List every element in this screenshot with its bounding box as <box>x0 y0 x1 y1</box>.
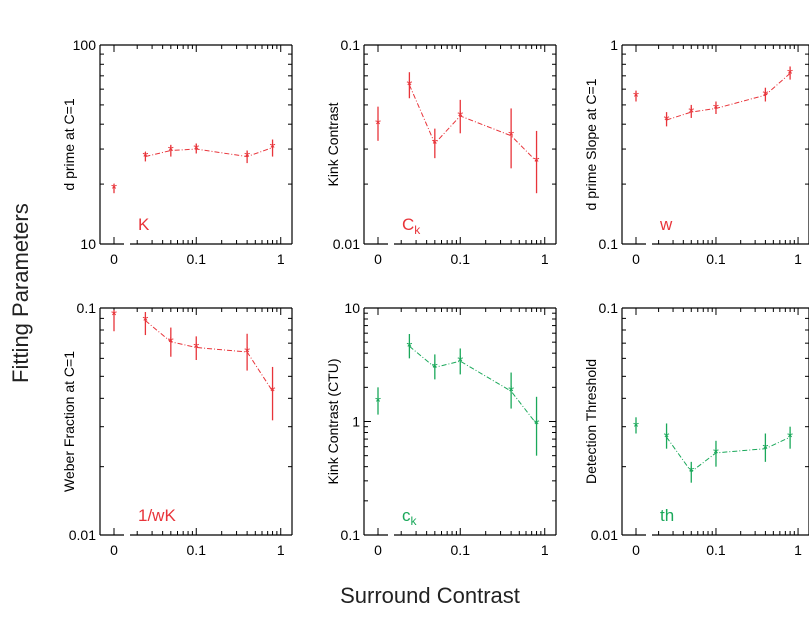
y-tick-label: 0.1 <box>341 527 361 543</box>
panel-tag: Ck <box>402 215 421 237</box>
panel-tag-subscript: k <box>411 514 418 528</box>
panel-tag: K <box>138 215 150 234</box>
y-tick-label: 0.01 <box>333 236 360 252</box>
data-point: * <box>534 153 540 170</box>
data-point: * <box>534 416 540 433</box>
panel-3: 1 0.1 0 0.1 1 d prime Slope at C=1 w * * * * * * <box>583 37 809 267</box>
x-tick-label: 0.1 <box>706 542 726 558</box>
y-tick-label: 1 <box>610 37 618 53</box>
x-tick-label: 0.1 <box>187 251 207 267</box>
x-tick-label: 1 <box>794 542 802 558</box>
data-point: * <box>457 353 463 370</box>
data-point: * <box>633 89 639 106</box>
x-tick-label: 1 <box>541 251 549 267</box>
series-line <box>666 436 791 473</box>
data-point: * <box>633 419 639 436</box>
panel-tag: th <box>660 506 674 525</box>
panel-y-label: d prime at C=1 <box>61 98 77 190</box>
data-point: * <box>664 112 670 129</box>
y-tick-label: 0.1 <box>599 300 619 316</box>
x-tick-label: 0.1 <box>706 251 726 267</box>
data-point: * <box>375 394 381 411</box>
series-line <box>666 73 791 121</box>
panel-5: 10 1 0.1 0 0.1 1 Kink Contrast (CTU) ck * * * * * * <box>325 300 557 558</box>
y-tick-label: 100 <box>73 37 97 53</box>
data-point: * <box>713 100 719 117</box>
x-tick-label: 0 <box>110 542 118 558</box>
x-tick-label: 0 <box>374 251 382 267</box>
data-point: * <box>457 108 463 125</box>
series-line <box>409 345 537 425</box>
data-point: * <box>508 383 514 400</box>
panel-y-label: Kink Contrast (CTU) <box>325 358 341 484</box>
x-tick-label: 0 <box>110 251 118 267</box>
panel-y-label: Detection Threshold <box>583 359 599 484</box>
data-point: * <box>762 441 768 458</box>
data-point: * <box>168 334 174 351</box>
series-line <box>145 320 273 392</box>
y-tick-label: 0.1 <box>599 236 619 252</box>
data-point: * <box>142 313 148 330</box>
x-tick-label: 0.1 <box>451 542 471 558</box>
panel-tag: ck <box>402 506 418 528</box>
x-tick-label: 0.1 <box>187 542 207 558</box>
x-tick-label: 0 <box>632 542 640 558</box>
data-point: * <box>688 464 694 481</box>
data-point: * <box>406 77 412 94</box>
y-tick-label: 0.01 <box>69 527 96 543</box>
data-point: * <box>244 149 250 166</box>
panel-tag: w <box>659 215 673 234</box>
panel-6: 0.1 0.01 0 0.1 1 Detection Threshold th * * * * * * <box>583 300 809 558</box>
data-point: * <box>270 383 276 400</box>
x-tick-label: 0 <box>632 251 640 267</box>
figure-y-label: Fitting Parameters <box>8 203 33 383</box>
y-tick-label: 10 <box>344 300 360 316</box>
y-tick-label: 1 <box>352 414 360 430</box>
data-point: * <box>787 429 793 446</box>
x-tick-label: 1 <box>541 542 549 558</box>
data-point: * <box>664 429 670 446</box>
data-point: * <box>762 87 768 104</box>
data-point: * <box>193 339 199 356</box>
data-point: * <box>168 143 174 160</box>
data-point: * <box>787 65 793 82</box>
data-point: * <box>432 135 438 152</box>
panel-y-label: Kink Contrast <box>325 102 341 186</box>
y-tick-label: 0.1 <box>77 300 97 316</box>
x-tick-label: 1 <box>277 542 285 558</box>
data-point: * <box>111 181 117 198</box>
data-point: * <box>508 128 514 145</box>
data-point: * <box>688 104 694 121</box>
y-tick-label: 0.1 <box>341 37 361 53</box>
data-point: * <box>111 307 117 324</box>
data-point: * <box>193 141 199 158</box>
panel-y-label: d prime Slope at C=1 <box>583 78 599 210</box>
data-point: * <box>244 344 250 361</box>
panel-4: 0.1 0.01 0 0.1 1 Weber Fraction at C=1 1/wK * * *… <box>61 300 293 558</box>
series-line <box>145 147 273 158</box>
x-tick-label: 1 <box>794 251 802 267</box>
series-line <box>408 84 537 162</box>
figure-x-label: Surround Contrast <box>340 583 520 608</box>
panel-tag-subscript: k <box>414 223 421 237</box>
data-point: * <box>713 445 719 462</box>
panel-y-label: Weber Fraction at C=1 <box>61 351 77 492</box>
x-tick-label: 0 <box>374 542 382 558</box>
x-tick-label: 1 <box>277 251 285 267</box>
panel-2: 0.1 0.01 0 0.1 1 Kink Contrast Ck * * * * * * <box>325 37 557 267</box>
data-point: * <box>432 359 438 376</box>
data-point: * <box>406 338 412 355</box>
x-tick-label: 0.1 <box>451 251 471 267</box>
data-point: * <box>142 149 148 166</box>
data-point: * <box>375 116 381 133</box>
panel-tag: 1/wK <box>138 506 176 525</box>
y-tick-label: 0.01 <box>591 527 618 543</box>
data-point: * <box>270 140 276 157</box>
y-tick-label: 10 <box>80 236 96 252</box>
